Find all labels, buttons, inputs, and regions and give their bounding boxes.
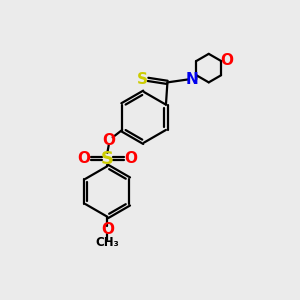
Text: CH₃: CH₃ [95,236,119,249]
Text: O: O [102,133,115,148]
Text: O: O [220,53,233,68]
Text: O: O [101,222,114,237]
Text: S: S [137,72,148,87]
Text: S: S [101,150,114,168]
Text: O: O [124,151,137,166]
Text: N: N [186,72,199,87]
Text: O: O [78,151,91,166]
